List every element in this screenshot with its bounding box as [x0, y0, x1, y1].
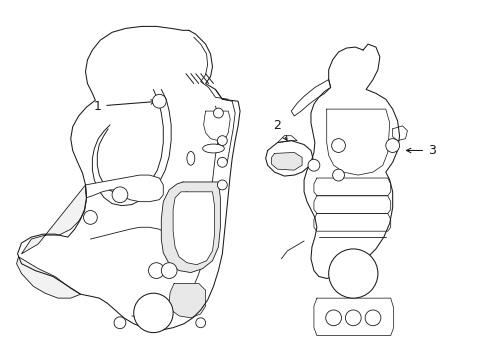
Circle shape	[331, 139, 345, 152]
Text: 1: 1	[93, 100, 155, 113]
Polygon shape	[203, 111, 230, 141]
Polygon shape	[313, 213, 390, 231]
Polygon shape	[173, 192, 214, 265]
Circle shape	[325, 310, 341, 326]
Circle shape	[148, 263, 164, 278]
Polygon shape	[169, 283, 205, 318]
Polygon shape	[17, 257, 81, 298]
Circle shape	[217, 136, 227, 145]
Polygon shape	[313, 178, 390, 196]
Polygon shape	[304, 44, 399, 278]
Text: 3: 3	[406, 144, 435, 157]
Circle shape	[345, 310, 361, 326]
Polygon shape	[85, 175, 163, 202]
Polygon shape	[161, 182, 220, 273]
Circle shape	[133, 293, 173, 333]
Polygon shape	[392, 126, 407, 141]
Polygon shape	[291, 80, 330, 116]
Circle shape	[217, 180, 227, 190]
Ellipse shape	[202, 144, 224, 153]
Circle shape	[328, 249, 377, 298]
Circle shape	[161, 263, 177, 278]
Polygon shape	[277, 136, 297, 143]
Polygon shape	[21, 185, 86, 254]
Circle shape	[114, 317, 125, 329]
Circle shape	[152, 94, 166, 108]
Circle shape	[83, 211, 97, 224]
Circle shape	[307, 159, 319, 171]
Circle shape	[195, 318, 205, 328]
Circle shape	[365, 310, 380, 326]
Polygon shape	[271, 152, 302, 170]
Circle shape	[385, 139, 399, 152]
Circle shape	[112, 187, 127, 203]
Polygon shape	[326, 109, 389, 175]
Polygon shape	[265, 141, 312, 176]
Polygon shape	[313, 196, 390, 213]
Polygon shape	[18, 26, 240, 330]
Circle shape	[332, 169, 344, 181]
Polygon shape	[313, 298, 393, 336]
Ellipse shape	[186, 152, 194, 165]
Circle shape	[217, 157, 227, 167]
Circle shape	[213, 108, 223, 118]
Text: 2: 2	[273, 120, 286, 140]
